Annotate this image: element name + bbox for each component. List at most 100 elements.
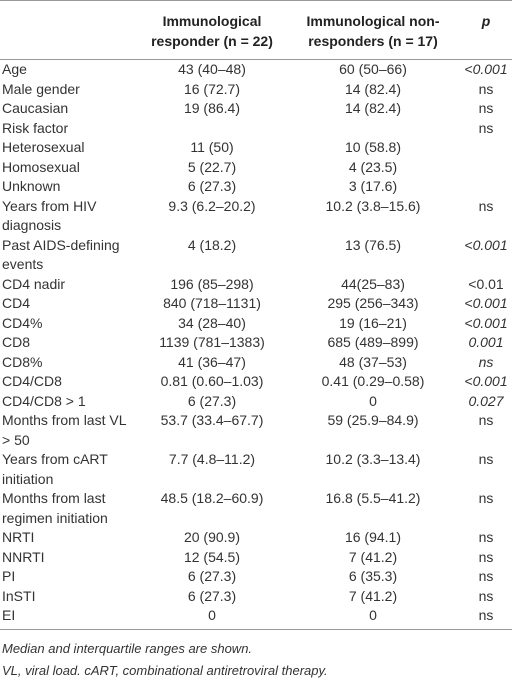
cell: 19 (16–21)	[339, 314, 407, 331]
cell: 10.2 (3.3–13.4)	[325, 451, 421, 467]
cell: ns	[478, 197, 494, 214]
cell: 0.41 (0.29–0.58)	[321, 373, 425, 389]
cell: 44(25–83)	[341, 275, 405, 292]
row-label: Past AIDS-defining events	[2, 236, 120, 273]
row-label: Caucasian	[2, 100, 69, 116]
cell: 4 (23.5)	[348, 158, 398, 175]
cell: 19 (86.4)	[183, 100, 241, 116]
table-row: Months from last VL > 50 53.7 (33.4–67.7)…	[0, 411, 512, 450]
table-body: Age 43 (40–48) 60 (50–66) <0.001 Male gender…	[0, 60, 512, 629]
cell: 13 (76.5)	[344, 236, 402, 253]
row-label: EI	[2, 607, 16, 623]
cell: 0.027	[468, 392, 504, 409]
row-label: CD8%	[2, 353, 43, 370]
cell: 48 (37–53)	[339, 353, 407, 370]
cell: 7 (41.2)	[348, 548, 398, 565]
table-row: Past AIDS-defining events 4 (18.2) 13 (76.…	[0, 236, 512, 275]
cell: 1139 (781–1383)	[159, 334, 265, 350]
table-row: InSTI 6 (27.3) 7 (41.2) ns	[0, 587, 512, 607]
cell: 6 (27.3)	[187, 568, 237, 584]
row-label: Heterosexual	[2, 139, 85, 155]
table-row: PI 6 (27.3) 6 (35.3) ns	[0, 567, 512, 587]
table-row: Years from HIV diagnosis 9.3 (6.2–20.2) 10…	[0, 197, 512, 236]
row-label: Homosexual	[2, 158, 80, 175]
cell: 11 (50)	[190, 139, 234, 155]
cell: 10 (58.8)	[344, 139, 402, 155]
row-label: Years from HIV diagnosis	[2, 197, 97, 234]
cell: <0.01	[468, 275, 504, 292]
cell	[138, 119, 286, 139]
cell: 43 (40–48)	[178, 61, 246, 77]
table-row: Risk factor ns	[0, 119, 512, 139]
cell: <0.001	[464, 295, 508, 311]
row-label: CD4	[2, 295, 31, 311]
row-label: CD4 nadir	[2, 275, 66, 292]
table-row: CD4 840 (718–1131) 295 (256–343) <0.001	[0, 294, 512, 314]
row-label: NNRTI	[2, 548, 45, 565]
row-label: NRTI	[2, 529, 35, 545]
cell: ns	[478, 587, 494, 604]
cell: <0.001	[464, 373, 508, 389]
table-row: NRTI 20 (90.9) 16 (94.1) ns	[0, 528, 512, 548]
table-row: Months from last regimen initiation 48.5 …	[0, 489, 512, 528]
cell: 0.81 (0.60–1.03)	[160, 373, 264, 389]
table-row: Heterosexual 11 (50) 10 (58.8)	[0, 138, 512, 158]
row-label: CD4/CD8	[2, 373, 62, 389]
cell: 16.8 (5.5–41.2)	[325, 490, 421, 506]
cell: 16 (94.1)	[344, 529, 402, 545]
header-cell: Immunological responder (n = 22)	[138, 0, 286, 60]
cell: 4 (18.2)	[187, 236, 237, 253]
data-table: Immunological responder (n = 22) Immunol…	[0, 0, 512, 629]
cell	[460, 138, 512, 158]
table-row: CD4/CD8 0.81 (0.60–1.03) 0.41 (0.29–0.58) <…	[0, 372, 512, 392]
cell: 14 (82.4)	[344, 80, 402, 97]
cell	[286, 119, 460, 139]
cell: 196 (85–298)	[170, 275, 254, 292]
cell: 0	[208, 607, 216, 623]
cell: 6 (27.3)	[187, 392, 237, 409]
cell: 0.001	[468, 334, 504, 350]
cell: 9.3 (6.2–20.2)	[168, 197, 256, 214]
cell: 12 (54.5)	[183, 548, 241, 565]
cell: 20 (90.9)	[183, 529, 241, 545]
cell	[460, 177, 512, 197]
cell: 53.7 (33.4–67.7)	[160, 412, 264, 428]
cell: 7 (41.2)	[348, 587, 398, 604]
row-label: Months from last VL > 50	[2, 412, 126, 448]
table-header: Immunological responder (n = 22) Immunol…	[0, 0, 512, 60]
header-cell: Immunological non-responders (n = 17)	[286, 0, 460, 60]
cell: 685 (489–899)	[327, 334, 419, 350]
cell: 59 (25.9–84.9)	[327, 412, 419, 428]
header-row: Immunological responder (n = 22) Immunol…	[0, 0, 512, 60]
cell: 14 (82.4)	[344, 100, 402, 116]
cell: ns	[478, 490, 494, 506]
table-row: Male gender 16 (72.7) 14 (82.4) ns	[0, 80, 512, 100]
cell: 6 (27.3)	[187, 178, 237, 194]
cell: 48.5 (18.2–60.9)	[160, 490, 264, 506]
row-label: Age	[2, 61, 27, 77]
cell: 0	[369, 607, 377, 623]
row-label: CD8	[2, 334, 31, 350]
cell: 5 (22.7)	[187, 158, 237, 175]
cell: 60 (50–66)	[339, 61, 407, 77]
header-cell: p	[460, 0, 512, 60]
cell: 840 (718–1131)	[163, 295, 261, 311]
table-row: Years from cART initiation 7.7 (4.8–11.2)…	[0, 450, 512, 489]
cell: <0.001	[464, 236, 508, 253]
cell: 6 (27.3)	[187, 587, 237, 604]
row-label: Male gender	[2, 80, 80, 97]
row-label: PI	[2, 568, 16, 584]
table-row: Homosexual 5 (22.7) 4 (23.5)	[0, 158, 512, 178]
cell: ns	[478, 119, 494, 136]
cell: 0	[369, 392, 377, 409]
cell: <0.001	[464, 61, 508, 77]
table-row: NNRTI 12 (54.5) 7 (41.2) ns	[0, 548, 512, 568]
table-row: Age 43 (40–48) 60 (50–66) <0.001	[0, 60, 512, 80]
row-label: Unknown	[2, 178, 61, 194]
row-label: Years from cART initiation	[2, 451, 108, 487]
cell: ns	[478, 548, 494, 565]
cell: 3 (17.6)	[348, 178, 398, 194]
table-row: Caucasian 19 (86.4) 14 (82.4) ns	[0, 99, 512, 119]
footnote: VL, viral load. cART, combinational anti…	[2, 662, 328, 678]
cell: <0.001	[464, 314, 508, 331]
